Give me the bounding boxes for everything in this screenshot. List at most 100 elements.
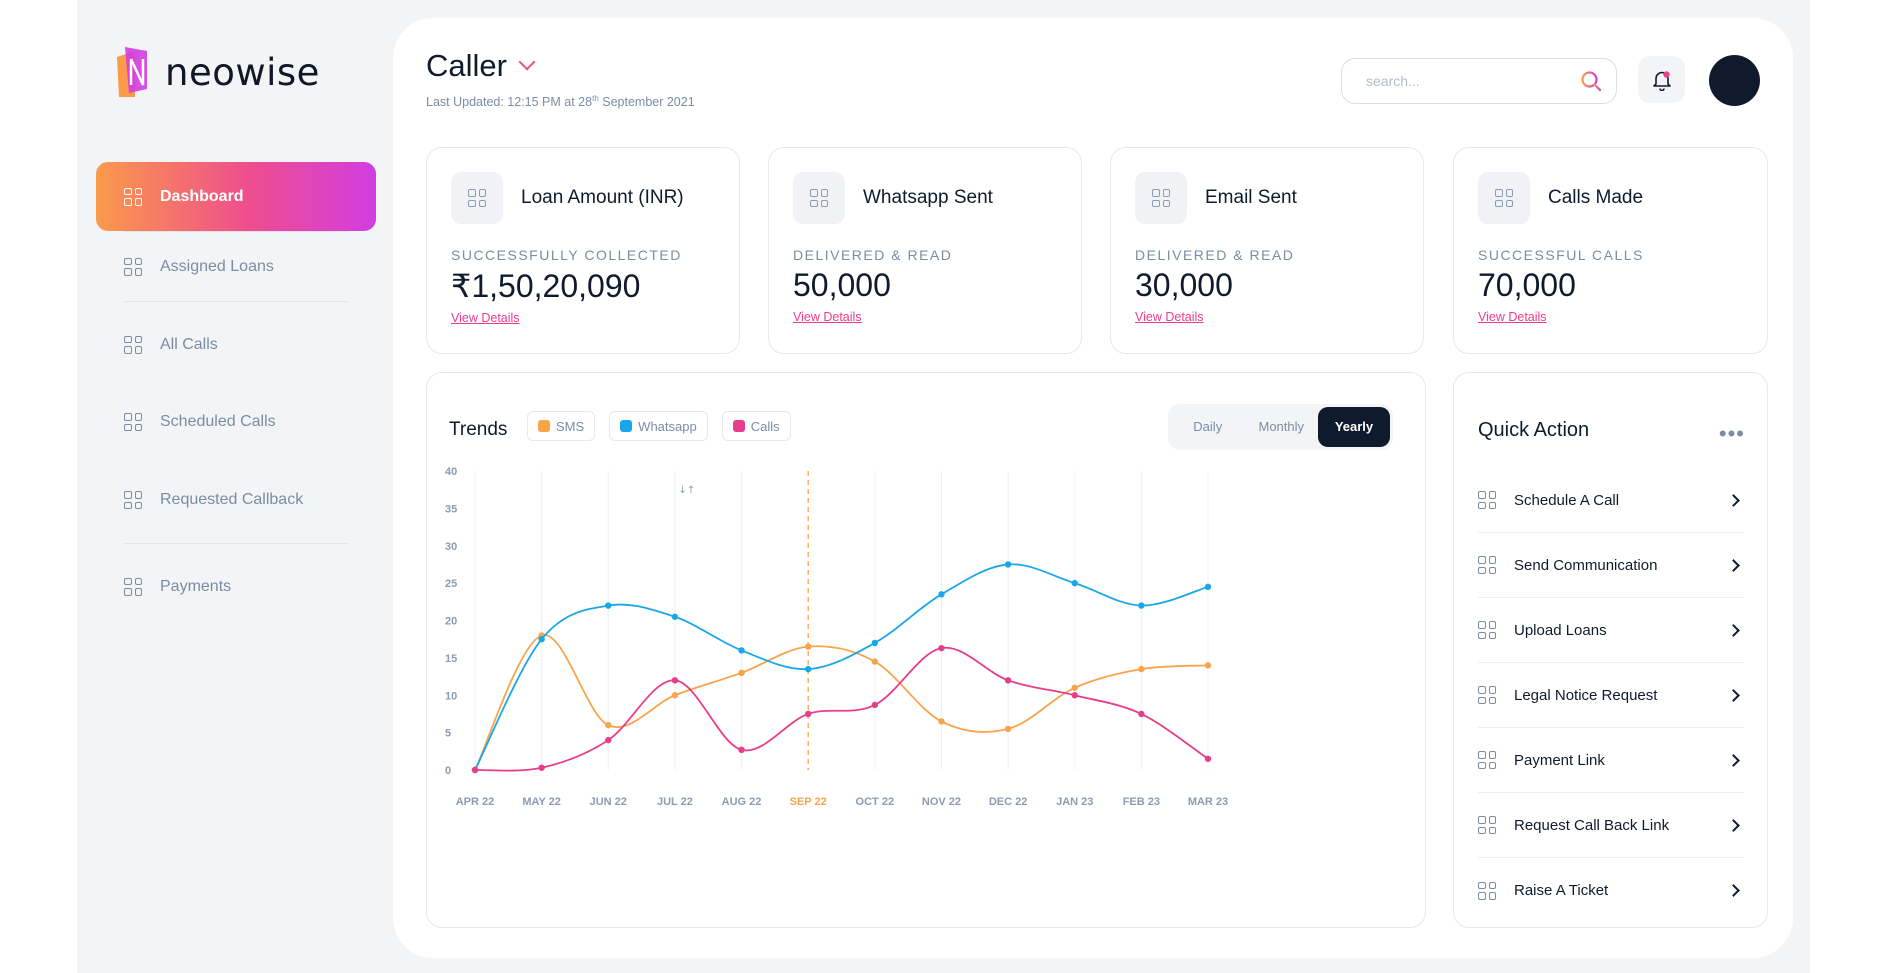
search-icon[interactable]	[1580, 70, 1602, 92]
quick-action-label: Payment Link	[1514, 751, 1605, 769]
page-header: Caller Last Updated: 12:15 PM at 28th Se…	[426, 48, 695, 109]
legend-whatsapp[interactable]: Whatsapp	[609, 411, 708, 441]
grid-icon	[793, 172, 845, 224]
grid-icon	[1478, 491, 1496, 509]
x-tick-label: JAN 23	[1056, 796, 1093, 808]
stat-card-loan-amount: Loan Amount (INR) SUCCESSFULLY COLLECTED…	[426, 147, 740, 354]
calls-data-point	[671, 677, 679, 684]
quick-action-schedule-call[interactable]: Schedule A Call	[1478, 468, 1744, 533]
y-tick-label: 20	[445, 616, 457, 628]
stat-value: ₹1,50,20,090	[451, 268, 641, 304]
x-tick-label: SEP 22	[790, 796, 827, 808]
grid-icon	[1478, 751, 1496, 769]
quick-action-payment-link[interactable]: Payment Link	[1478, 728, 1744, 793]
stat-value: 70,000	[1478, 267, 1576, 303]
sidebar-item-assigned-loans[interactable]: Assigned Loans	[96, 232, 376, 301]
view-details-link[interactable]: View Details	[793, 310, 862, 324]
view-details-link[interactable]: View Details	[451, 311, 520, 325]
sidebar-item-dashboard[interactable]: Dashboard	[96, 162, 376, 231]
chevron-right-icon	[1727, 818, 1740, 832]
quick-action-label: Raise A Ticket	[1514, 882, 1609, 899]
stat-title: Whatsapp Sent	[863, 187, 993, 208]
sms-data-point	[804, 643, 812, 650]
sidebar-item-scheduled-calls[interactable]: Scheduled Calls	[96, 387, 376, 457]
legend-calls[interactable]: Calls	[721, 411, 791, 441]
grid-icon	[124, 335, 142, 354]
period-yearly[interactable]: Yearly	[1318, 407, 1390, 447]
x-tick-label: APR 22	[456, 796, 495, 808]
whatsapp-data-point	[938, 591, 945, 598]
grid-icon	[451, 172, 503, 224]
bell-icon	[1652, 70, 1671, 91]
last-updated-sup: th	[592, 94, 599, 103]
search-input[interactable]	[1366, 73, 1566, 89]
period-daily[interactable]: Daily	[1193, 419, 1223, 434]
calls-data-point	[1004, 677, 1012, 684]
main-panel: Caller Last Updated: 12:15 PM at 28th Se…	[393, 18, 1793, 958]
sidebar-item-requested-callback[interactable]: Requested Callback	[96, 457, 376, 543]
grid-icon	[1478, 881, 1496, 900]
calls-swatch	[732, 420, 745, 432]
quick-action-card: Quick Action ••• Schedule A Call Send Co…	[1453, 372, 1768, 928]
grid-icon	[1478, 816, 1496, 834]
grid-icon	[124, 491, 142, 509]
sidebar-nav: Dashboard Assigned Loans All Calls Sched…	[96, 162, 376, 629]
more-options-icon[interactable]: •••	[1718, 421, 1745, 446]
stat-card-email-sent: Email Sent DELIVERED & READ 30,000 View …	[1110, 147, 1424, 354]
stat-card-whatsapp-sent: Whatsapp Sent DELIVERED & READ 50,000 Vi…	[768, 147, 1082, 354]
quick-action-upload-loans[interactable]: Upload Loans	[1478, 598, 1744, 663]
sms-data-point	[1071, 684, 1078, 691]
quick-action-label: Send Communication	[1514, 556, 1658, 574]
page-title-dropdown[interactable]: Caller	[426, 48, 695, 84]
quick-action-title: Quick Action	[1478, 419, 1590, 441]
y-tick-label: 35	[445, 503, 457, 515]
sms-data-point	[1004, 725, 1012, 733]
period-monthly[interactable]: Monthly	[1258, 419, 1305, 434]
grid-icon	[1478, 172, 1530, 224]
stat-card-calls-made: Calls Made SUCCESSFUL CALLS 70,000 View …	[1453, 147, 1768, 354]
whatsapp-data-point	[671, 613, 679, 620]
quick-action-label: Legal Notice Request	[1514, 686, 1658, 704]
grid-icon	[124, 257, 142, 276]
brand-logo[interactable]: neowise	[115, 45, 320, 99]
sidebar-item-label: All Calls	[160, 335, 218, 353]
legend-sms[interactable]: SMS	[527, 411, 596, 441]
x-tick-label: JUN 22	[590, 796, 627, 808]
grid-icon	[124, 577, 142, 596]
grid-icon	[1478, 621, 1496, 639]
quick-action-send-communication[interactable]: Send Communication	[1478, 533, 1744, 598]
sms-data-point	[938, 718, 945, 725]
quick-action-label: Request Call Back Link	[1514, 816, 1670, 834]
sms-data-point	[671, 692, 679, 699]
x-tick-label: OCT 22	[856, 796, 895, 808]
stat-title: Email Sent	[1205, 187, 1297, 208]
whatsapp-data-point	[538, 635, 545, 643]
whatsapp-data-point	[738, 647, 745, 654]
avatar[interactable]	[1709, 55, 1760, 106]
calls-series-line	[474, 646, 1209, 772]
sidebar-item-all-calls[interactable]: All Calls	[96, 302, 376, 387]
sms-data-point	[871, 658, 879, 665]
chevron-right-icon	[1727, 753, 1740, 767]
stat-value: 30,000	[1135, 267, 1233, 303]
whatsapp-data-point	[804, 665, 812, 673]
stat-value: 50,000	[793, 267, 891, 303]
quick-action-legal-notice[interactable]: Legal Notice Request	[1478, 663, 1744, 728]
y-tick-label: 15	[445, 653, 457, 665]
view-details-link[interactable]: View Details	[1478, 310, 1547, 324]
quick-action-raise-ticket[interactable]: Raise A Ticket	[1478, 858, 1744, 923]
view-details-link[interactable]: View Details	[1135, 310, 1204, 324]
notifications-button[interactable]	[1638, 56, 1685, 103]
calls-data-point	[938, 644, 945, 652]
legend-label: Whatsapp	[638, 418, 697, 434]
sidebar-item-payments[interactable]: Payments	[96, 544, 376, 629]
sms-swatch	[538, 420, 550, 432]
sidebar-item-label: Dashboard	[160, 187, 244, 205]
quick-action-request-callback-link[interactable]: Request Call Back Link	[1478, 793, 1744, 858]
page-title: Caller	[426, 48, 507, 83]
sms-series-line	[474, 634, 1209, 771]
chevron-right-icon	[1727, 493, 1740, 507]
divider	[124, 301, 348, 302]
divider	[124, 231, 348, 232]
chevron-right-icon	[1727, 688, 1740, 702]
